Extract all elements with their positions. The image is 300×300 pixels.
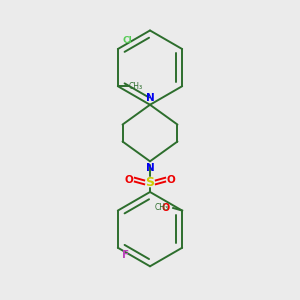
- Text: Cl: Cl: [123, 36, 132, 45]
- Text: S: S: [146, 176, 154, 189]
- Text: O: O: [167, 175, 176, 185]
- Text: N: N: [146, 93, 154, 103]
- Text: CH₃: CH₃: [154, 203, 168, 212]
- Text: F: F: [122, 250, 129, 260]
- Text: CH₃: CH₃: [128, 82, 142, 91]
- Text: N: N: [146, 163, 154, 173]
- Text: O: O: [124, 175, 134, 185]
- Text: O: O: [162, 203, 170, 213]
